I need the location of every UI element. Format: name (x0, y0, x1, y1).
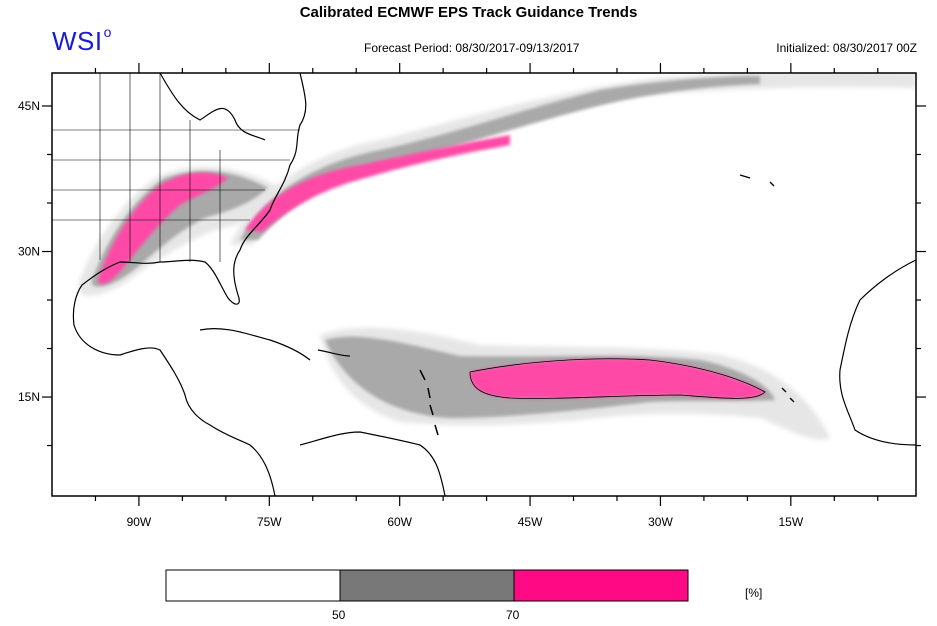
coastlines (72, 73, 916, 496)
legend-bin (165, 569, 341, 602)
gulf-track-swath (78, 166, 285, 296)
map-frame (51, 72, 917, 497)
legend-threshold: 70 (506, 608, 520, 622)
legend-unit: [%] (745, 586, 763, 600)
lon-tick-label: 45W (518, 515, 543, 529)
east-coast-track-swath (230, 73, 916, 245)
lat-tick-label: 15N (18, 390, 40, 404)
logo-mark: o (103, 24, 112, 40)
lon-tick-label: 30W (648, 515, 673, 529)
lon-tick-label: 60W (387, 515, 412, 529)
wsi-logo: WSIo (52, 24, 112, 57)
legend-threshold: 50 (332, 608, 346, 622)
lon-tick-label: 75W (257, 515, 282, 529)
chart-title: Calibrated ECMWF EPS Track Guidance Tren… (299, 4, 638, 21)
initialized-time: Initialized: 08/30/2017 00Z (776, 41, 917, 55)
lon-tick-label: 15W (778, 515, 803, 529)
legend-bin (339, 569, 515, 602)
legend-bin (513, 569, 689, 602)
forecast-period: Forecast Period: 08/30/2017-09/13/2017 (364, 41, 580, 55)
map-axes: 90W 75W 60W 45W 30W 15W 45N 30N 15N (18, 63, 926, 529)
lat-tick-label: 30N (18, 245, 40, 259)
state-borders (52, 73, 300, 262)
legend-colorbar (165, 569, 689, 602)
logo-text: WSI (52, 26, 103, 56)
lat-tick-label: 45N (18, 99, 40, 113)
mdr-track-swath (320, 327, 830, 440)
lon-tick-label: 90W (127, 515, 152, 529)
